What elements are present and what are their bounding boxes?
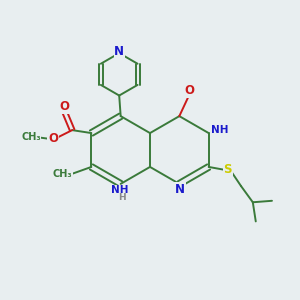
Text: S: S [224, 164, 232, 176]
Text: NH: NH [211, 124, 229, 134]
Text: H: H [118, 194, 126, 202]
Text: O: O [48, 133, 58, 146]
Text: O: O [59, 100, 69, 113]
Text: O: O [184, 84, 195, 97]
Text: N: N [114, 45, 124, 58]
Text: CH₃: CH₃ [53, 169, 72, 179]
Text: NH: NH [111, 185, 129, 195]
Text: N: N [175, 183, 185, 196]
Text: CH₃: CH₃ [21, 133, 41, 142]
